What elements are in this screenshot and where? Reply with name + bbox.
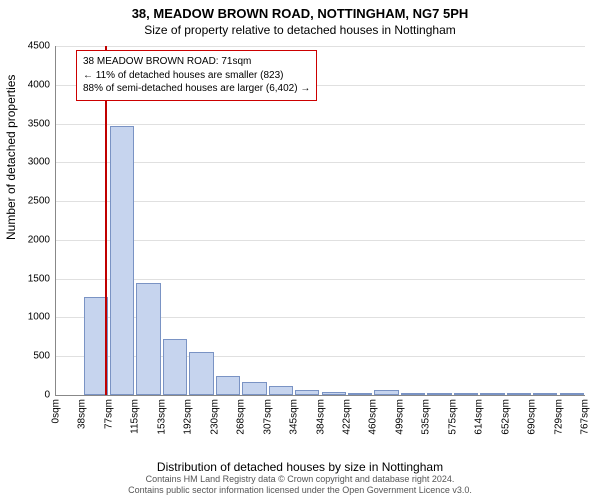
histogram-bar xyxy=(401,393,425,395)
y-tick-label: 1500 xyxy=(28,273,50,284)
footer-line-2: Contains public sector information licen… xyxy=(0,485,600,496)
y-tick-label: 500 xyxy=(33,351,50,362)
x-tick-label: 38sqm xyxy=(77,399,88,429)
histogram-bar xyxy=(480,393,504,395)
x-tick-label: 268sqm xyxy=(236,399,247,435)
histogram-bar xyxy=(110,126,134,395)
x-tick-label: 729sqm xyxy=(553,399,564,435)
histogram-bar xyxy=(136,283,160,395)
histogram-bar xyxy=(189,352,213,395)
y-tick-label: 0 xyxy=(44,390,50,401)
x-tick-label: 499sqm xyxy=(394,399,405,435)
y-tick-label: 1000 xyxy=(28,312,50,323)
histogram-bar xyxy=(374,390,398,395)
x-tick-label: 77sqm xyxy=(103,399,114,429)
x-tick-label: 153sqm xyxy=(156,399,167,435)
chart-wrap: 38, MEADOW BROWN ROAD, NOTTINGHAM, NG7 5… xyxy=(0,0,600,500)
x-tick-label: 535sqm xyxy=(421,399,432,435)
gridline xyxy=(56,317,585,318)
x-tick-label: 345sqm xyxy=(289,399,300,435)
histogram-bar xyxy=(322,392,346,395)
y-tick-label: 3500 xyxy=(28,118,50,129)
histogram-bar xyxy=(533,393,557,395)
gridline xyxy=(56,356,585,357)
y-axis-label: Number of detached properties xyxy=(4,75,18,240)
x-tick-label: 614sqm xyxy=(474,399,485,435)
y-tick-label: 2500 xyxy=(28,196,50,207)
histogram-bar xyxy=(295,390,319,395)
gridline xyxy=(56,46,585,47)
gridline xyxy=(56,240,585,241)
x-tick-label: 307sqm xyxy=(262,399,273,435)
histogram-bar xyxy=(507,393,531,395)
histogram-bar xyxy=(454,393,478,395)
gridline xyxy=(56,279,585,280)
title-block: 38, MEADOW BROWN ROAD, NOTTINGHAM, NG7 5… xyxy=(0,0,600,37)
histogram-bar xyxy=(560,393,584,395)
histogram-bar xyxy=(269,386,293,395)
x-axis-label: Distribution of detached houses by size … xyxy=(0,460,600,474)
gridline xyxy=(56,124,585,125)
histogram-bar xyxy=(216,376,240,395)
callout-line-3: 88% of semi-detached houses are larger (… xyxy=(83,82,310,96)
y-tick-label: 4000 xyxy=(28,79,50,90)
histogram-bar xyxy=(348,393,372,395)
x-tick-label: 460sqm xyxy=(368,399,379,435)
gridline xyxy=(56,201,585,202)
plot-area: 38 MEADOW BROWN ROAD: 71sqm ← 11% of det… xyxy=(55,46,585,396)
x-tick-label: 690sqm xyxy=(527,399,538,435)
x-tick-label: 384sqm xyxy=(315,399,326,435)
chart-title-primary: 38, MEADOW BROWN ROAD, NOTTINGHAM, NG7 5… xyxy=(0,6,600,21)
x-tick-label: 422sqm xyxy=(341,399,352,435)
x-tick-label: 652sqm xyxy=(500,399,511,435)
callout-box: 38 MEADOW BROWN ROAD: 71sqm ← 11% of det… xyxy=(76,50,317,101)
histogram-bar xyxy=(242,382,266,395)
x-tick-label: 192sqm xyxy=(183,399,194,435)
callout-line-1: 38 MEADOW BROWN ROAD: 71sqm xyxy=(83,55,310,69)
x-tick-label: 115sqm xyxy=(130,399,141,434)
histogram-bar xyxy=(427,393,451,395)
x-tick-label: 575sqm xyxy=(447,399,458,435)
x-tick-label: 230sqm xyxy=(209,399,220,435)
footer-line-1: Contains HM Land Registry data © Crown c… xyxy=(0,474,600,485)
y-tick-label: 3000 xyxy=(28,157,50,168)
x-tick-label: 0sqm xyxy=(51,399,62,423)
y-tick-label: 2000 xyxy=(28,234,50,245)
x-tick-label: 767sqm xyxy=(580,399,591,435)
attribution-footer: Contains HM Land Registry data © Crown c… xyxy=(0,474,600,496)
y-tick-label: 4500 xyxy=(28,41,50,52)
callout-line-2: ← 11% of detached houses are smaller (82… xyxy=(83,69,310,83)
gridline xyxy=(56,162,585,163)
chart-title-secondary: Size of property relative to detached ho… xyxy=(0,23,600,37)
histogram-bar xyxy=(163,339,187,395)
histogram-bar xyxy=(84,297,108,395)
